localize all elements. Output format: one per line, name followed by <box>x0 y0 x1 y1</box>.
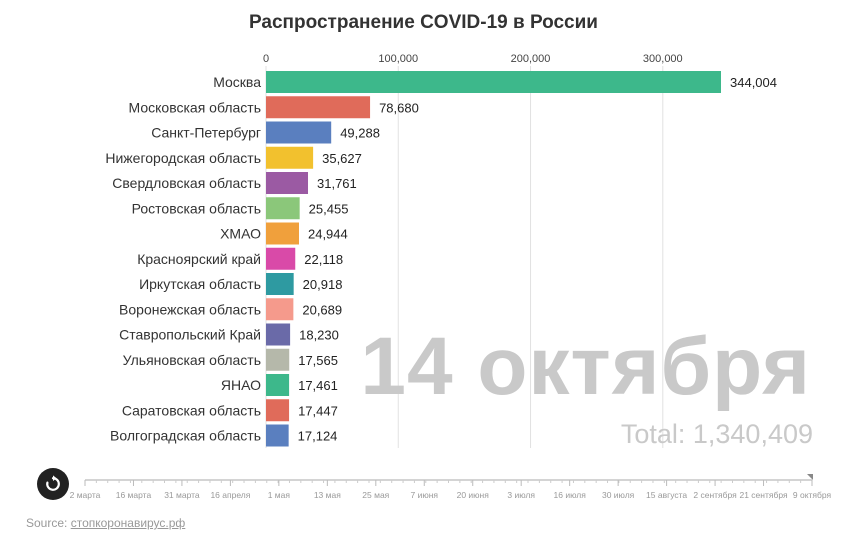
value-label: 78,680 <box>379 100 419 115</box>
category-label: Московская область <box>129 99 261 115</box>
bar <box>266 222 299 245</box>
chart-title: Распространение COVID-19 в России <box>248 12 598 33</box>
x-tick-label: 200,000 <box>511 53 551 65</box>
category-label: Санкт-Петербург <box>151 125 261 141</box>
value-label: 22,118 <box>304 252 343 267</box>
timeline-label: 2 сентября <box>693 490 737 500</box>
value-label: 35,627 <box>322 151 362 166</box>
timeline-label: 21 сентября <box>739 490 787 500</box>
timeline-label: 16 июля <box>554 490 587 500</box>
value-label: 17,461 <box>298 378 338 393</box>
bar <box>266 247 296 270</box>
timeline-label: 30 июля <box>602 490 635 500</box>
timeline-label: 7 июня <box>411 490 439 500</box>
category-label: ЯНАО <box>221 377 261 393</box>
bar <box>266 424 289 447</box>
category-label: Ульяновская область <box>123 352 261 368</box>
value-label: 17,447 <box>298 403 338 418</box>
bar <box>266 348 290 371</box>
bar <box>266 172 309 194</box>
timeline-label: 20 июня <box>457 490 490 500</box>
value-label: 18,230 <box>299 328 339 343</box>
category-label: Ростовская область <box>132 200 261 216</box>
value-label: 24,944 <box>308 227 348 242</box>
timeline-label: 16 апреля <box>210 490 250 500</box>
total-count-label: Total: 1,340,409 <box>620 419 813 449</box>
value-label: 31,761 <box>317 176 357 191</box>
x-tick-label: 0 <box>263 53 269 65</box>
current-date-label: 14 октября <box>360 321 811 412</box>
replay-button[interactable] <box>37 468 69 500</box>
bar <box>266 298 294 321</box>
timeline-label: 2 марта <box>70 490 101 500</box>
x-tick-label: 300,000 <box>643 53 683 65</box>
source-prefix: Source: <box>26 516 71 530</box>
bar <box>266 121 332 144</box>
bar-chart: 0 100,000 200,000 300,000 Москва 344,004 Моско… <box>105 53 777 448</box>
category-label: Москва <box>213 74 261 90</box>
timeline-label: 31 марта <box>164 490 200 500</box>
bar <box>266 374 290 396</box>
bar <box>266 197 300 220</box>
value-label: 344,004 <box>730 75 777 90</box>
timeline-label: 25 мая <box>362 490 389 500</box>
value-label: 25,455 <box>309 201 349 216</box>
source-note: Source: стопкоронавирус.рф <box>26 516 185 530</box>
category-label: Красноярский край <box>137 251 261 267</box>
x-tick-label: 100,000 <box>378 53 418 65</box>
category-label: Воронежская область <box>119 301 261 317</box>
category-label: Свердловская область <box>112 175 261 191</box>
value-label: 20,918 <box>303 277 343 292</box>
value-label: 20,689 <box>302 302 342 317</box>
timeline-label: 1 мая <box>268 490 291 500</box>
source-link[interactable]: стопкоронавирус.рф <box>70 516 186 530</box>
value-label: 17,565 <box>298 353 338 368</box>
bar <box>266 96 371 119</box>
category-label: Ставропольский Край <box>119 327 261 343</box>
timeline-label: 13 мая <box>314 490 341 500</box>
bar <box>266 146 314 169</box>
replay-icon <box>46 475 60 491</box>
timeline-handle[interactable] <box>807 474 813 480</box>
category-label: ХМАО <box>220 226 261 242</box>
bar <box>266 273 294 295</box>
timeline-label: 3 июля <box>507 490 535 500</box>
category-label: Нижегородская область <box>105 150 261 166</box>
category-label: Волгоградская область <box>110 428 261 444</box>
timeline-label: 16 марта <box>116 490 152 500</box>
bar <box>266 399 290 422</box>
category-label: Саратовская область <box>122 402 261 418</box>
timeline-label: 9 октября <box>793 490 832 500</box>
bar <box>266 71 721 93</box>
value-label: 49,288 <box>340 126 380 141</box>
value-label: 17,124 <box>298 429 338 444</box>
category-label: Иркутская область <box>139 276 261 292</box>
bar <box>266 323 291 346</box>
timeline-label: 15 августа <box>646 490 687 500</box>
